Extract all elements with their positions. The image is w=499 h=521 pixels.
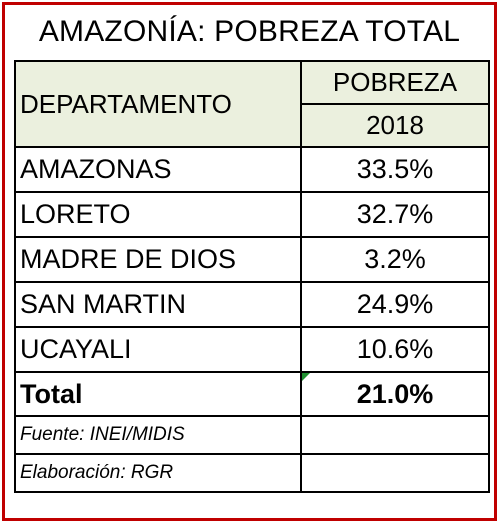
table-row: SAN MARTIN 24.9%	[14, 281, 490, 328]
cell-marker-icon	[303, 374, 310, 381]
header-pobreza: POBREZA	[300, 60, 490, 105]
footer-author: Elaboración: RGR	[14, 453, 302, 493]
row-value: 24.9%	[300, 281, 490, 328]
row-value: 32.7%	[300, 191, 490, 238]
total-value: 21.0%	[356, 378, 434, 409]
header-year-row: 2018	[15, 103, 490, 148]
footer-blank-cell	[300, 453, 490, 493]
row-name: MADRE DE DIOS	[14, 236, 302, 283]
row-name: LORETO	[14, 191, 302, 238]
table-title: AMAZONÍA: POBREZA TOTAL	[38, 15, 461, 48]
row-value: 10.6%	[300, 326, 490, 373]
poverty-table: DEPARTAMENTO POBREZA 2018 AMAZONAS 33.5%…	[14, 60, 490, 493]
total-label: Total	[14, 371, 302, 417]
footer-blank-cell	[300, 415, 490, 455]
header-row: DEPARTAMENTO POBREZA	[14, 60, 490, 148]
table-row: LORETO 32.7%	[14, 191, 490, 238]
table-row: MADRE DE DIOS 3.2%	[14, 236, 490, 283]
row-name: SAN MARTIN	[14, 281, 302, 328]
row-name: AMAZONAS	[14, 146, 302, 193]
total-value-cell: 21.0%	[300, 371, 490, 417]
table-row: AMAZONAS 33.5%	[14, 146, 490, 193]
footer-row-source: Fuente: INEI/MIDIS	[14, 415, 490, 455]
row-value: 33.5%	[300, 146, 490, 193]
footer-source: Fuente: INEI/MIDIS	[14, 415, 302, 455]
total-row: Total 21.0%	[14, 371, 490, 417]
row-value: 3.2%	[300, 236, 490, 283]
header-departamento: DEPARTAMENTO	[14, 60, 302, 148]
footer-row-author: Elaboración: RGR	[14, 453, 490, 493]
row-name: UCAYALI	[14, 326, 302, 373]
header-year: 2018	[300, 103, 490, 148]
table-row: UCAYALI 10.6%	[14, 326, 490, 373]
